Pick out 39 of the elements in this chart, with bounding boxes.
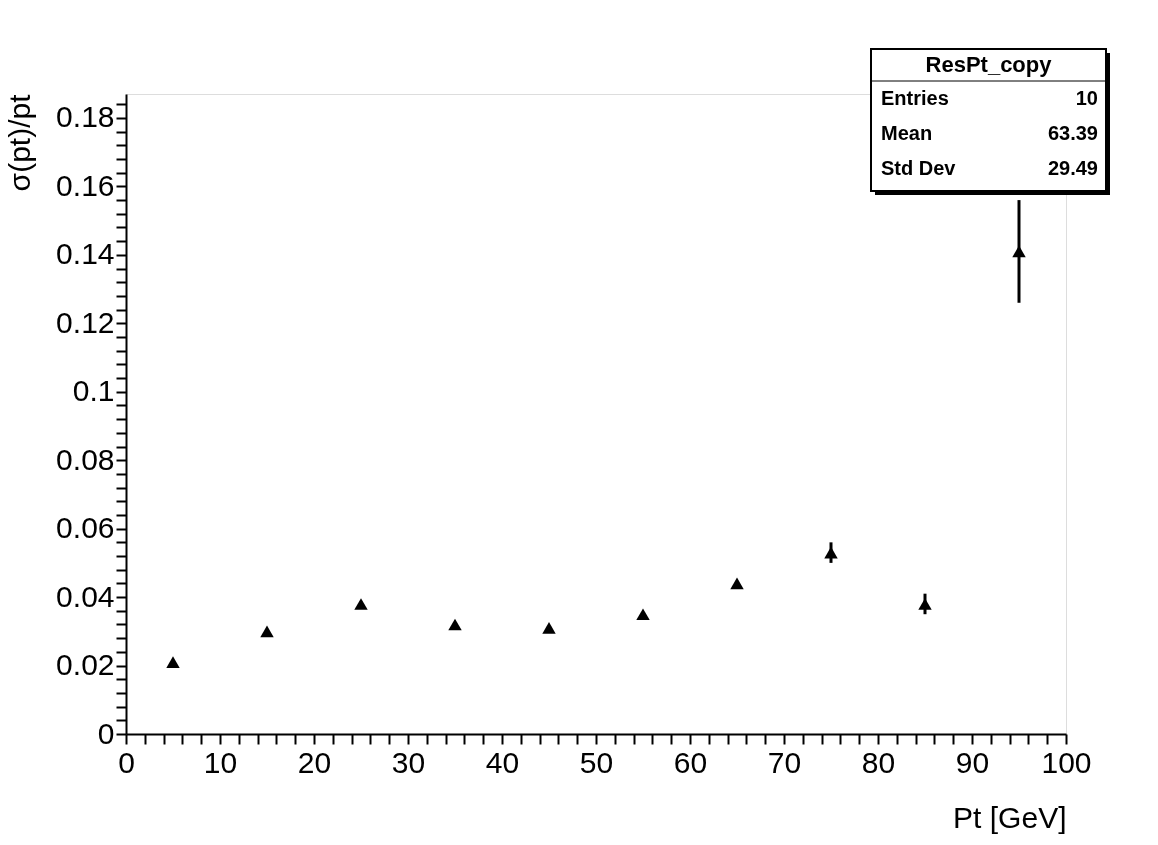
point bbox=[918, 598, 932, 610]
y-tick-label: 0.18 bbox=[56, 100, 115, 134]
y-tick-label: 0.1 bbox=[72, 374, 115, 408]
point bbox=[542, 622, 556, 634]
y-tick-label: 0 bbox=[97, 716, 115, 750]
point bbox=[1012, 245, 1026, 258]
y-tick-label: 0.06 bbox=[56, 511, 115, 545]
annotation: Std Dev bbox=[881, 157, 957, 179]
chart-title: ResPt_copy bbox=[925, 52, 1053, 77]
y-tick-label: 0.08 bbox=[56, 442, 115, 476]
x-tick-label: 10 bbox=[203, 745, 238, 779]
y-tick-label: 0.16 bbox=[56, 168, 115, 202]
x-tick-label: 20 bbox=[297, 745, 332, 779]
point bbox=[730, 577, 744, 590]
x-tick-label: 40 bbox=[485, 745, 520, 779]
annotation: 29.49 bbox=[1047, 157, 1098, 179]
x-tick-label: 50 bbox=[579, 745, 614, 779]
point bbox=[260, 625, 274, 638]
text: 10 bbox=[1075, 87, 1098, 109]
x-tick-label: 90 bbox=[955, 745, 990, 779]
annotation: Mean bbox=[881, 122, 933, 144]
point bbox=[448, 618, 462, 631]
point bbox=[824, 546, 838, 559]
x-tick-label: 70 bbox=[767, 745, 802, 779]
y-tick-label: 0.14 bbox=[56, 237, 115, 271]
x-tick-label: 100 bbox=[1041, 745, 1092, 779]
annotation: 63.39 bbox=[1047, 122, 1098, 144]
y-axis-title: σ(pt)/pt bbox=[3, 93, 37, 192]
point bbox=[354, 598, 368, 610]
point bbox=[636, 608, 650, 621]
y-tick-label: 0.02 bbox=[56, 648, 115, 682]
x-axis-title: Pt [GeV] bbox=[953, 800, 1067, 834]
point bbox=[166, 656, 180, 668]
x-tick-label: 30 bbox=[391, 745, 426, 779]
x-tick-label: 80 bbox=[861, 745, 896, 779]
x-tick-label: 60 bbox=[673, 745, 708, 779]
y-tick-label: 0.04 bbox=[56, 579, 115, 613]
annotation: Entries bbox=[881, 87, 949, 109]
y-tick-label: 0.12 bbox=[56, 305, 115, 339]
